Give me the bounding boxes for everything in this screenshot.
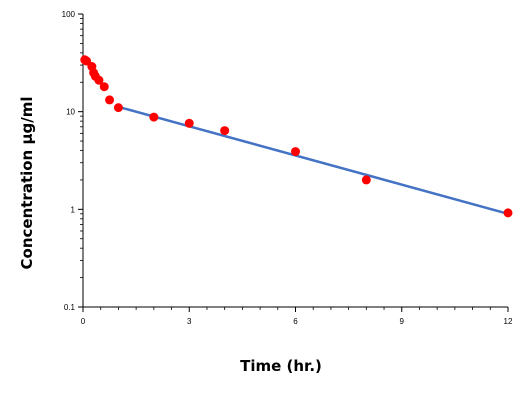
- data-point: [184, 118, 194, 128]
- x-tick-label: 12: [504, 317, 513, 326]
- fit-line: [118, 105, 509, 216]
- y-tick-label: 100: [62, 10, 76, 19]
- data-point: [105, 95, 115, 105]
- data-point: [220, 126, 230, 136]
- data-point: [113, 103, 123, 113]
- axes: [82, 14, 508, 308]
- x-tick-label: 6: [293, 317, 298, 326]
- ticks: 0.1 1 10 100 0 3 6 9 12: [62, 10, 513, 326]
- y-axis-title: Concentration µg/ml: [18, 97, 36, 270]
- data-point: [149, 112, 159, 122]
- data-point: [94, 75, 104, 85]
- x-tick-label: 9: [400, 317, 405, 326]
- x-tick-label: 0: [81, 317, 86, 326]
- data-point: [291, 147, 300, 157]
- x-tick-label: 3: [187, 317, 192, 326]
- data-point: [99, 82, 109, 92]
- fit-line-layer: [118, 105, 509, 216]
- data-point: [503, 208, 513, 218]
- y-tick-label: 10: [66, 108, 75, 117]
- y-tick-label: 1: [71, 205, 76, 214]
- x-axis-title: Time (hr.): [240, 357, 322, 375]
- data-point: [361, 175, 371, 185]
- y-tick-label: 0.1: [64, 303, 76, 312]
- points-layer: [80, 55, 513, 218]
